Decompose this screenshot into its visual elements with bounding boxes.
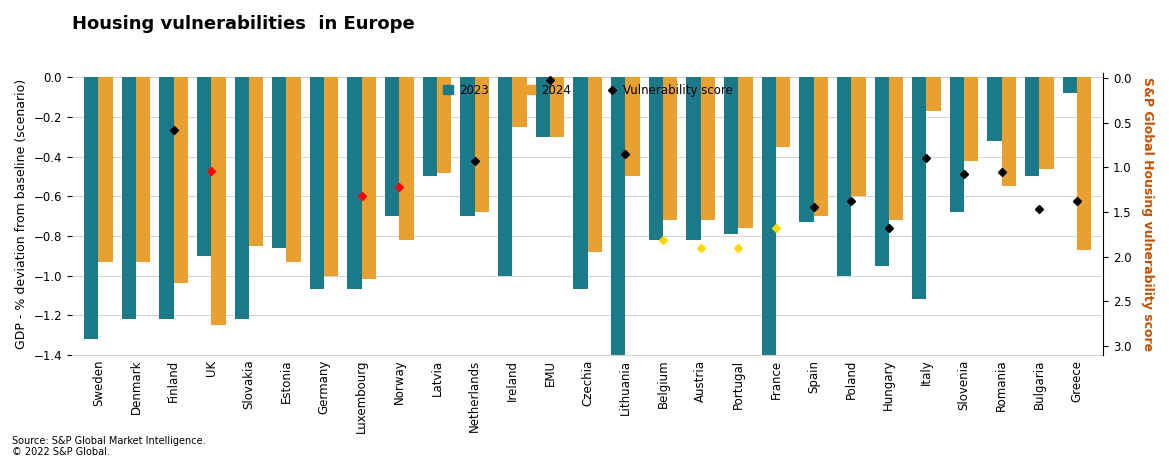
Bar [551, 78, 565, 137]
Bar [912, 78, 927, 299]
Bar [437, 78, 451, 172]
Bar [1025, 78, 1039, 176]
Bar [249, 78, 263, 246]
Bar [98, 78, 112, 261]
Bar [361, 78, 376, 280]
Bar [700, 78, 715, 220]
Bar [686, 78, 700, 240]
Bar [800, 78, 814, 222]
Bar [611, 78, 625, 462]
Bar [1063, 78, 1077, 93]
Bar [173, 78, 188, 284]
Legend: 2023, 2024, Vulnerability score: 2023, 2024, Vulnerability score [438, 79, 738, 102]
Bar [724, 78, 739, 234]
Bar [776, 78, 790, 147]
Y-axis label: GDP - % deviation from baseline (scenario): GDP - % deviation from baseline (scenari… [15, 79, 28, 349]
Bar [122, 78, 136, 319]
Text: Housing vulnerabilities  in Europe: Housing vulnerabilities in Europe [72, 15, 415, 33]
Bar [588, 78, 602, 252]
Bar [136, 78, 150, 261]
Bar [663, 78, 677, 220]
Bar [498, 78, 512, 275]
Bar [84, 78, 98, 339]
Bar [739, 78, 753, 228]
Bar [573, 78, 588, 289]
Bar [286, 78, 300, 261]
Bar [400, 78, 414, 240]
Bar [310, 78, 324, 289]
Y-axis label: S&P Global Housing vulnerability score: S&P Global Housing vulnerability score [1141, 77, 1154, 351]
Bar [461, 78, 475, 216]
Text: Source: S&P Global Market Intelligence.
© 2022 S&P Global.: Source: S&P Global Market Intelligence. … [12, 436, 206, 457]
Bar [512, 78, 527, 127]
Bar [212, 78, 226, 325]
Bar [423, 78, 437, 176]
Bar [272, 78, 286, 248]
Bar [950, 78, 964, 212]
Bar [888, 78, 904, 220]
Bar [1077, 78, 1092, 250]
Bar [475, 78, 489, 212]
Bar [625, 78, 639, 176]
Bar [927, 78, 941, 111]
Bar [761, 78, 776, 398]
Bar [964, 78, 978, 161]
Bar [196, 78, 212, 256]
Bar [347, 78, 361, 289]
Bar [837, 78, 851, 275]
Bar [385, 78, 400, 216]
Bar [1039, 78, 1053, 169]
Bar [988, 78, 1002, 141]
Bar [814, 78, 828, 216]
Bar [1002, 78, 1016, 186]
Bar [324, 78, 339, 275]
Bar [649, 78, 663, 240]
Bar [874, 78, 888, 266]
Bar [535, 78, 551, 137]
Bar [851, 78, 865, 196]
Bar [159, 78, 173, 319]
Bar [235, 78, 249, 319]
